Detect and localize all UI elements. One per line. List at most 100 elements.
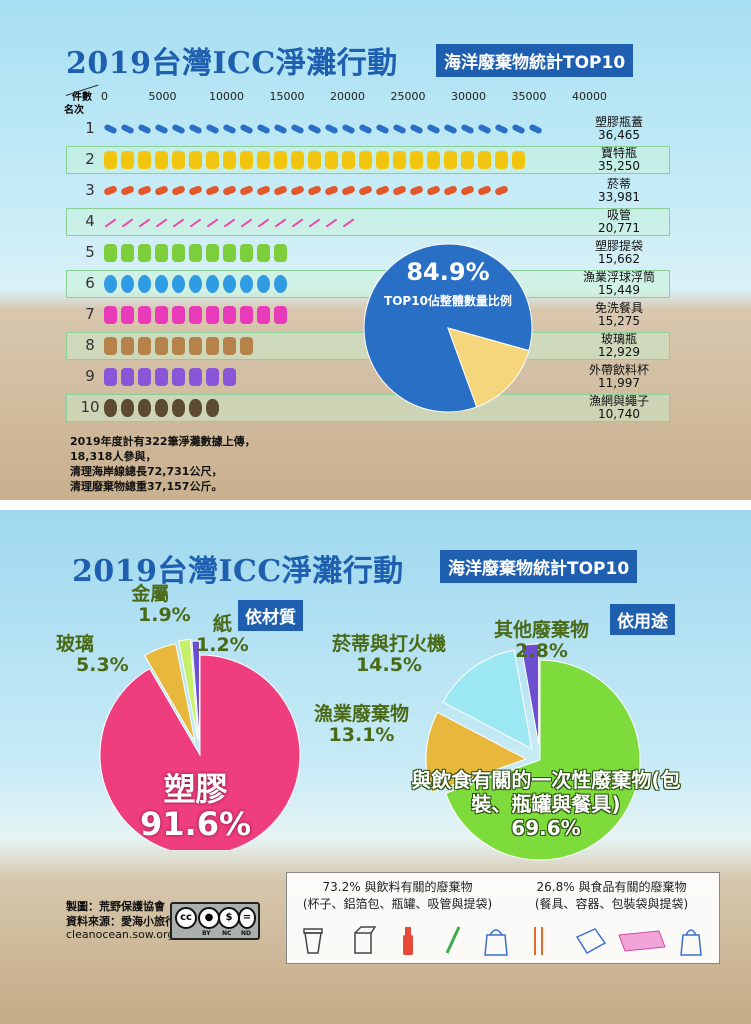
axis-label-rank: 名次 [64,105,84,116]
label-fishery-name: 漁業廢棄物 [314,703,410,725]
row-band [66,208,670,236]
bar-unit-icon [121,306,134,324]
category-value: 35,250 [598,159,640,173]
credit-author: 製圖：荒野保護協會 [66,900,165,913]
bar-unit-icon [104,368,117,386]
bar-unit-icon [240,275,253,293]
label-paper-name: 紙 [212,613,232,635]
bar-unit-icon [324,184,339,197]
legend-drink-line2: (杯子、鋁箔包、瓶罐、吸管與提袋) [302,897,493,911]
rank-number: 2 [85,150,95,168]
pie-slice-paper [191,640,200,742]
bar-unit-icon [121,275,134,293]
bar-unit-icon [273,184,288,197]
bar-unit-icon [121,368,134,386]
use-badge: 依用途 [610,604,675,635]
bar-unit-icon [138,244,151,262]
bar-unit-icon [172,151,185,169]
container-icon [575,928,607,955]
bar-unit-icon [138,368,151,386]
category-name: 菸蒂 [606,177,631,191]
bar-unit-icon [324,123,339,135]
category-value: 15,449 [598,283,640,297]
label-other: 其他廢棄物 2.8% [494,620,589,662]
bar-unit-icon [274,244,287,262]
bar-unit-icon [138,275,151,293]
category-name: 吸管 [606,208,631,222]
bottom-title: 2019台灣ICC淨灘行動 [72,554,404,589]
panel-divider [0,500,751,510]
bar-unit-icon [223,306,236,324]
bar-unit-icon [257,151,270,169]
bar-unit-icon [494,123,509,135]
pie-slice-cigarette [442,649,533,750]
bar-unit-icon [342,151,355,169]
bar-unit-icon [223,368,236,386]
bar-unit-icon [206,244,219,262]
bar-unit-icon [375,184,390,197]
cc-nc-icon: $ [218,907,240,929]
bar-unit-icon [427,151,440,169]
bar-unit-icon [257,306,270,324]
bar-unit-icon [104,306,117,324]
summary-note-line: 2019年度計有322筆淨灘數據上傳， [70,435,256,448]
bar-unit-icon [223,244,236,262]
label-glass-value: 5.3% [76,653,129,676]
bar-unit-icon [460,184,475,197]
rank-number: 5 [85,243,95,261]
bar-unit-icon [155,151,168,169]
bar-unit-icon [206,368,219,386]
bar-unit-icon [155,275,168,293]
category-name: 漁業浮球浮筒 [582,270,655,284]
material-badge: 依材質 [238,600,303,631]
category-value: 36,465 [598,128,640,142]
category-value: 10,740 [598,407,640,421]
bar-unit-icon [341,123,356,135]
bar-unit-icon [206,337,219,355]
bar-unit-icon [104,399,117,417]
cc-by-icon: ● [198,907,220,929]
bar-unit-icon [341,184,356,197]
bar-unit-icon [189,399,202,417]
bar-unit-icon [120,123,135,135]
bar-unit-icon [477,123,492,135]
bar-unit-icon [121,151,134,169]
legend-food-line2: (餐具、容器、包裝袋與提袋) [534,897,689,911]
rank-number: 6 [85,274,95,292]
bar-unit-icon [290,184,305,197]
cc-license-badge[interactable]: cc ● $ = BY NC ND [170,902,260,940]
x-tick-label: 40000 [572,90,607,103]
credit-url[interactable]: cleanocean.sow.org.tw [66,928,192,941]
bar-unit-icon [460,123,475,135]
bar-unit-icon [528,123,543,135]
bar-unit-icon [307,123,322,135]
label-metal: 金屬 1.9% [110,584,190,626]
x-tick-label: 20000 [330,90,365,103]
category-value: 12,929 [598,345,640,359]
bar-unit-icon [189,244,202,262]
top10-share-caption: TOP10佔整體數量比例 [384,294,512,308]
bar-unit-icon [274,275,287,293]
bar-unit-icon [206,306,219,324]
rank-number: 3 [85,181,95,199]
rank-number: 7 [85,305,95,323]
bar-unit-icon [171,184,186,197]
top-title-badge: 海洋廢棄物統計TOP10 [436,44,634,77]
bar-unit-icon [392,184,407,197]
bar-unit-icon [155,399,168,417]
label-glass: 玻璃 5.3% [56,634,129,676]
bar-unit-icon [444,151,457,169]
bar-unit-icon [494,184,509,197]
bar-unit-icon [206,275,219,293]
label-paper-value: 1.2% [196,633,249,656]
x-tick-label: 10000 [209,90,244,103]
bar-unit-icon [189,306,202,324]
bag-icon [484,929,508,956]
label-food-value: 69.6% [511,816,581,840]
cup-icon [303,928,323,954]
label-cigarette-name: 菸蒂與打火機 [332,633,447,655]
bar-unit-icon [104,151,117,169]
pie-slice-metal [177,638,199,740]
summary-note-line: 清理廢棄物總重37,157公斤。 [70,480,223,493]
category-name: 塑膠瓶蓋 [594,115,643,129]
